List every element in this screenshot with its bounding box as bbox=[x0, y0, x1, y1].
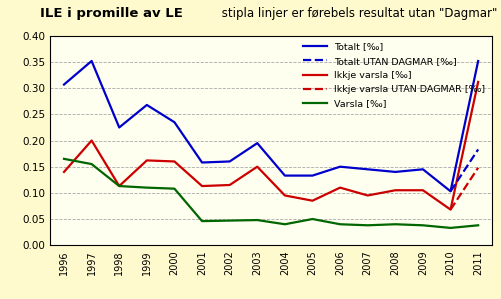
Legend: Totalt [‰], Totalt UTAN DAGMAR [‰], Ikkje varsla [‰], Ikkje varsla UTAN DAGMAR [: Totalt [‰], Totalt UTAN DAGMAR [‰], Ikkj… bbox=[299, 39, 488, 112]
Text: stipla linjer er førebels resultat utan "Dagmar": stipla linjer er førebels resultat utan … bbox=[218, 7, 497, 20]
Text: ILE i promille av LE: ILE i promille av LE bbox=[40, 7, 183, 20]
